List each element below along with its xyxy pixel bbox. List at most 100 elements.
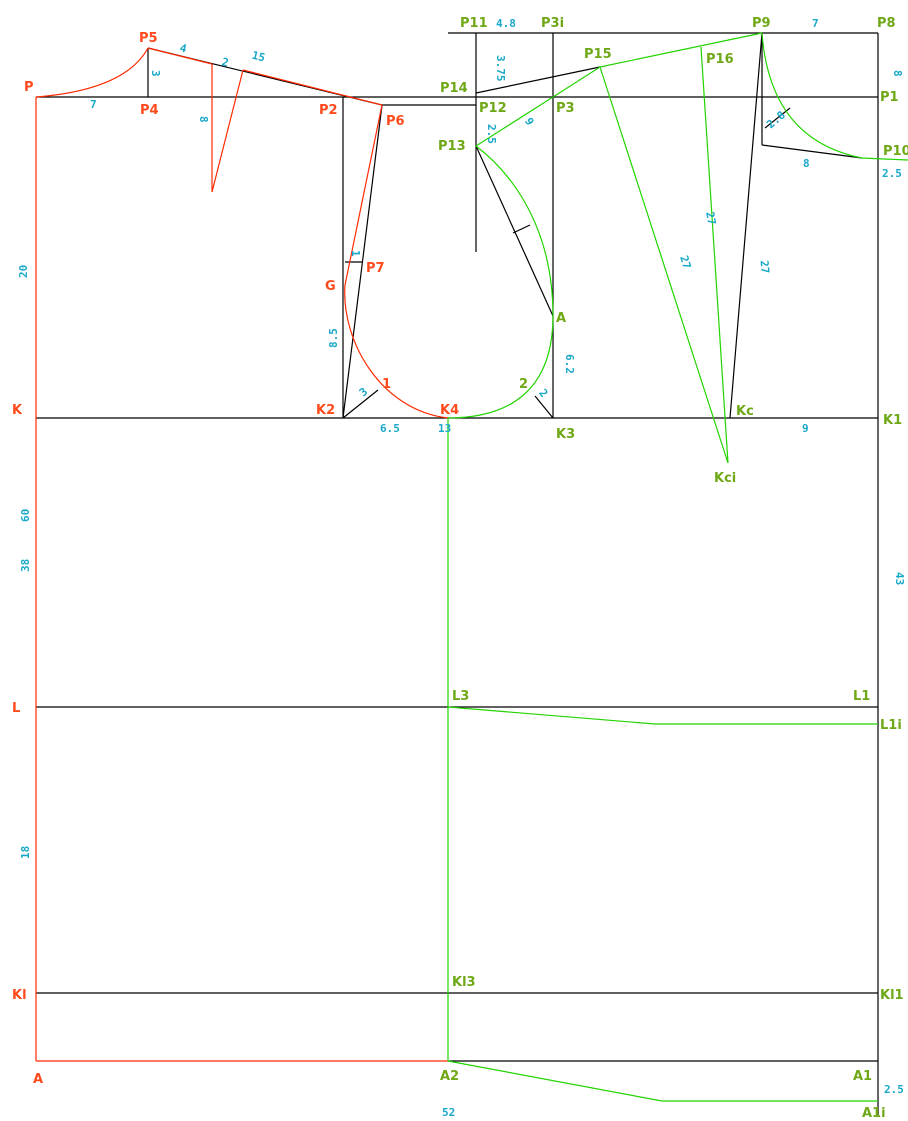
label-p16: P16	[706, 52, 734, 67]
label-one: 1	[382, 377, 391, 392]
dim-27-c: 27	[758, 260, 772, 274]
label-p5: P5	[139, 31, 158, 46]
dim-20: 20	[17, 265, 30, 278]
label-kl3: Kl3	[452, 975, 476, 990]
line-p13-a	[475, 145, 554, 317]
front-point-labels: P P4 P5 P2 P6 P7 G K K2 1 K4 L Kl A	[12, 31, 459, 1087]
dim-60: 60	[19, 509, 32, 522]
dim-375: 3.75	[494, 55, 507, 82]
dim-43: 43	[893, 572, 906, 585]
label-p4: P4	[140, 103, 159, 118]
label-l: L	[12, 701, 20, 716]
front-armhole	[344, 104, 449, 419]
dim-62: 6.2	[563, 354, 576, 374]
label-p9: P9	[752, 16, 771, 31]
dim-38: 38	[19, 559, 32, 572]
dim-4-shoulder: 4	[178, 41, 188, 55]
dim-7-neck: 7	[90, 98, 97, 111]
dim-8-dart: 8	[197, 116, 210, 123]
label-p12: P12	[479, 101, 507, 116]
label-kc: Kc	[736, 404, 754, 419]
label-a-point: A	[556, 311, 566, 326]
label-p1: P1	[880, 90, 899, 105]
label-k: K	[12, 403, 23, 418]
back-shoulder	[599, 32, 763, 68]
back-point-labels: P11 P3i P9 P8 P15 P16 P14 P1 P12 P3 P13 …	[438, 16, 908, 1121]
back-armhole	[447, 145, 554, 419]
label-k2: K2	[316, 403, 335, 418]
dim-2-dart: 2	[220, 55, 230, 69]
back-p13-p3	[475, 96, 554, 147]
line-k3-diag	[534, 395, 554, 419]
label-k3: K3	[556, 427, 575, 442]
dim-18: 18	[19, 846, 32, 859]
construction-lines	[36, 32, 879, 1115]
line-p6-k2	[342, 104, 383, 419]
label-l1i: L1i	[880, 718, 902, 733]
label-two: 2	[519, 377, 528, 392]
dim-25: 2.5	[485, 124, 498, 144]
front-neckline	[35, 47, 149, 98]
label-p8: P8	[877, 16, 896, 31]
dim-3-p4: 3	[149, 70, 162, 77]
line-p10-diag	[761, 144, 863, 159]
line-armhole-tick	[512, 224, 531, 234]
dim-27-a: 27	[703, 211, 718, 226]
label-a1: A1	[853, 1069, 872, 1084]
dim-15-shoulder: 15	[250, 49, 266, 65]
dim-9-kc: 9	[802, 422, 809, 435]
dim-48: 4.8	[496, 17, 516, 30]
back-dart-right	[700, 46, 729, 464]
label-l1: L1	[853, 689, 870, 704]
dim-2-k3: 2	[536, 387, 550, 400]
line-p9-kc	[729, 32, 763, 419]
label-kl1: Kl1	[880, 988, 904, 1003]
label-p14: P14	[440, 81, 468, 96]
dim-8-p1: 8	[891, 70, 904, 77]
label-k1: K1	[883, 413, 902, 428]
label-a: A	[33, 1072, 43, 1087]
back-hem-a	[447, 1060, 663, 1102]
label-p3i: P3i	[541, 16, 564, 31]
line-k2-diag	[342, 389, 379, 419]
back-p3-p15	[552, 66, 601, 98]
label-p2: P2	[319, 103, 338, 118]
label-l3: L3	[452, 689, 469, 704]
dim-85: 8.5	[327, 328, 340, 348]
dimension-labels: 7 3 4 2 15 8 20 1 8.5 3 6.5 13 4.8 3.75 …	[17, 17, 906, 1119]
line-p14-p15	[475, 66, 601, 94]
label-p13: P13	[438, 139, 466, 154]
dim-25-p10: 2.5	[882, 167, 902, 180]
label-p7: P7	[366, 261, 385, 276]
label-a2: A2	[440, 1069, 459, 1084]
dim-65: 6.5	[380, 422, 400, 435]
label-k4: K4	[440, 403, 459, 418]
label-p11: P11	[460, 16, 488, 31]
back-hip-line	[447, 706, 656, 725]
dim-52: 52	[442, 1106, 455, 1119]
dim-7-back: 7	[812, 17, 819, 30]
label-p3: P3	[556, 101, 575, 116]
label-p6: P6	[386, 114, 405, 129]
dim-9-p13: 9	[522, 116, 537, 128]
front-dart-right	[211, 69, 244, 193]
front-shoulder-a	[147, 47, 213, 65]
label-p: P	[24, 80, 34, 95]
dim-27-b: 27	[677, 254, 693, 271]
dim-1-p7: 1	[349, 250, 362, 257]
label-a1i: A1i	[862, 1106, 886, 1121]
label-g: G	[325, 279, 336, 294]
label-p15: P15	[584, 47, 612, 62]
back-neckline	[761, 32, 908, 161]
label-kci: Kci	[714, 471, 736, 486]
front-pattern-red	[35, 47, 449, 1062]
dim-13: 13	[438, 422, 451, 435]
back-dart-left	[599, 66, 729, 464]
label-kl: Kl	[12, 988, 27, 1003]
dim-8-back: 8	[803, 157, 810, 170]
back-pattern-green	[447, 32, 908, 1102]
dim-25-a1: 2.5	[884, 1083, 904, 1096]
label-p10: P10	[883, 144, 908, 159]
front-shoulder-b	[242, 69, 383, 106]
